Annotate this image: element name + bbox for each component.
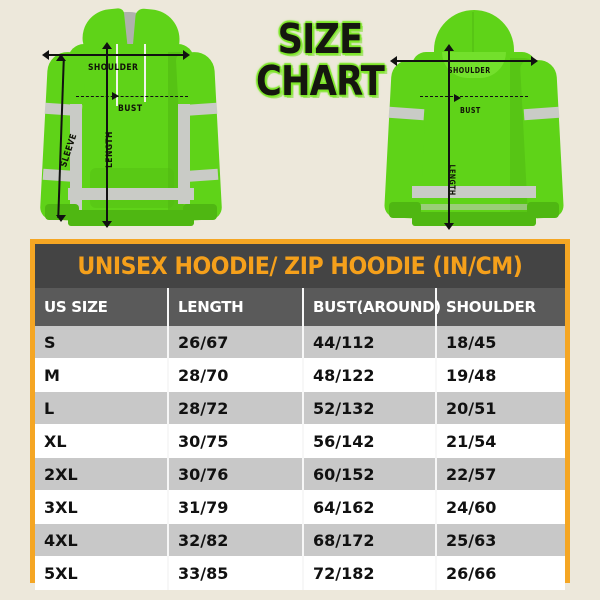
label-length-back: LENGTH [447, 164, 457, 196]
table-header-row: US SIZE LENGTH BUST(AROUND) SHOULDER [35, 288, 565, 326]
hem-rib-back [412, 212, 536, 226]
cell-shoulder: 26/66 [436, 556, 565, 590]
page-title: SIZE CHART [230, 18, 411, 102]
hoodie-back-view: SHOULDER BUST LENGTH [376, 8, 572, 236]
table-row: 2XL 30/76 60/152 22/57 [35, 457, 565, 491]
cell-bust: 56/142 [303, 424, 437, 458]
reflective-stripe-hem-back [412, 186, 536, 198]
column-header-shoulder: SHOULDER [436, 288, 565, 326]
cell-bust: 72/182 [303, 556, 437, 590]
illustration-area: SIZE CHART [0, 0, 600, 238]
reflective-stripe-hem-back-lower [412, 204, 536, 210]
reflective-stripe-hem [68, 188, 194, 200]
drawstring-right [144, 44, 146, 102]
hem-rib [68, 210, 194, 226]
bust-measure-line [76, 96, 188, 97]
shoulder-arrow-head-left-back [390, 56, 397, 66]
table-banner-text: UNISEX HOODIE/ ZIP HOODIE (IN/CM) [77, 252, 523, 280]
length-measure-line [106, 48, 108, 224]
bust-arrow-head-back [454, 94, 461, 102]
shoulder-arrow-head-left [42, 50, 49, 60]
hoodie-front-view: SHOULDER BUST LENGTH SLEEVE [28, 7, 228, 236]
length-arrow-head-top-back [444, 44, 454, 51]
cell-shoulder: 24/60 [436, 490, 565, 524]
column-header-bust: BUST(AROUND) [303, 288, 441, 326]
label-shoulder-back: SHOULDER [448, 66, 491, 75]
size-table-inner: UNISEX HOODIE/ ZIP HOODIE (IN/CM) US SIZ… [35, 244, 565, 590]
shoulder-arrow-head-right-back [531, 56, 538, 66]
reflective-stripe-body-vertical-left [70, 104, 82, 212]
length-measure-line-back [448, 50, 450, 226]
sleeve-arrow-head-top [56, 54, 66, 61]
shoulder-measure-line-back [394, 60, 534, 62]
cell-bust: 64/162 [303, 490, 437, 524]
size-table-head: US SIZE LENGTH BUST(AROUND) SHOULDER [35, 288, 565, 326]
length-arrow-head-bottom [102, 221, 112, 228]
cell-length: 28/70 [168, 358, 304, 392]
table-row: 4XL 32/82 68/172 25/63 [35, 523, 565, 557]
label-bust: BUST [118, 104, 143, 114]
title-line-2: CHART [255, 57, 385, 105]
cell-bust: 68/172 [303, 523, 437, 557]
cell-size: 5XL [35, 556, 169, 590]
size-table-body: S 26/67 44/112 18/45 M 28/70 48/122 19/4… [35, 326, 565, 590]
cell-shoulder: 22/57 [436, 457, 565, 491]
bust-arrow-head [112, 92, 119, 100]
cell-length: 33/85 [168, 556, 304, 590]
cell-length: 28/72 [168, 391, 304, 425]
cell-size: 2XL [35, 457, 169, 491]
column-header-length: LENGTH [168, 288, 304, 326]
cell-shoulder: 25/63 [436, 523, 565, 557]
drawstring-left [116, 44, 118, 106]
cell-bust: 44/112 [303, 326, 437, 359]
shoulder-arrow-head-right [183, 50, 190, 60]
cell-shoulder: 18/45 [436, 326, 565, 359]
cell-size: XL [35, 424, 169, 458]
shoulder-measure-line [46, 54, 186, 56]
cell-shoulder: 19/48 [436, 358, 565, 392]
hood-back-seam [472, 12, 474, 64]
label-shoulder: SHOULDER [88, 63, 139, 73]
label-bust-back: BUST [460, 106, 481, 115]
cell-size: M [35, 358, 169, 392]
cell-bust: 52/132 [303, 391, 437, 425]
table-row: L 28/72 52/132 20/51 [35, 391, 565, 425]
table-row: 5XL 33/85 72/182 26/66 [35, 556, 565, 590]
reflective-stripe-sleeve-back-left [388, 106, 425, 121]
cell-size: S [35, 326, 169, 359]
cell-bust: 60/152 [303, 457, 437, 491]
table-banner: UNISEX HOODIE/ ZIP HOODIE (IN/CM) [35, 244, 565, 288]
cell-size: 3XL [35, 490, 169, 524]
table-row: M 28/70 48/122 19/48 [35, 358, 565, 392]
size-table-card: UNISEX HOODIE/ ZIP HOODIE (IN/CM) US SIZ… [30, 239, 570, 590]
length-arrow-head-bottom-back [444, 223, 454, 230]
title-line-1: SIZE [277, 15, 364, 63]
table-row: S 26/67 44/112 18/45 [35, 326, 565, 359]
label-length: LENGTH [105, 131, 115, 168]
cell-shoulder: 20/51 [436, 391, 565, 425]
table-row: XL 30/75 56/142 21/54 [35, 424, 565, 458]
cell-size: 4XL [35, 523, 169, 557]
size-table: US SIZE LENGTH BUST(AROUND) SHOULDER S 2… [35, 288, 565, 590]
table-row: 3XL 31/79 64/162 24/60 [35, 490, 565, 524]
column-header-us-size: US SIZE [35, 288, 169, 326]
bust-measure-line-back [420, 96, 528, 97]
length-arrow-head-top [102, 42, 112, 49]
cell-length: 32/82 [168, 523, 304, 557]
cell-length: 30/76 [168, 457, 304, 491]
cell-bust: 48/122 [303, 358, 437, 392]
cell-length: 30/75 [168, 424, 304, 458]
cell-size: L [35, 391, 169, 425]
sleeve-arrow-head-bottom [56, 215, 66, 222]
cell-length: 31/79 [168, 490, 304, 524]
cell-shoulder: 21/54 [436, 424, 565, 458]
cell-length: 26/67 [168, 326, 304, 359]
